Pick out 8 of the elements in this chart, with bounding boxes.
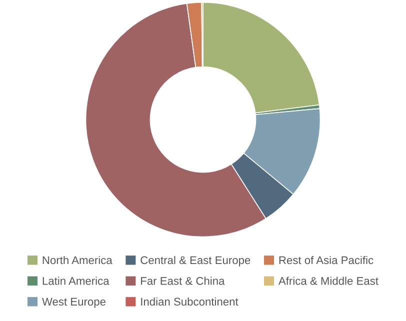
legend-label: Latin America xyxy=(42,276,110,285)
legend-label: North America xyxy=(42,256,112,264)
legend-label: Indian Subcontinent xyxy=(141,297,238,306)
legend-label: Rest of Asia Pacific xyxy=(279,256,374,264)
legend-label: Far East & China xyxy=(141,276,225,285)
legend-label: West Europe xyxy=(42,298,106,308)
legend-label: Africa & Middle East xyxy=(278,276,378,285)
legend-label: Central & East Europe xyxy=(140,256,250,266)
